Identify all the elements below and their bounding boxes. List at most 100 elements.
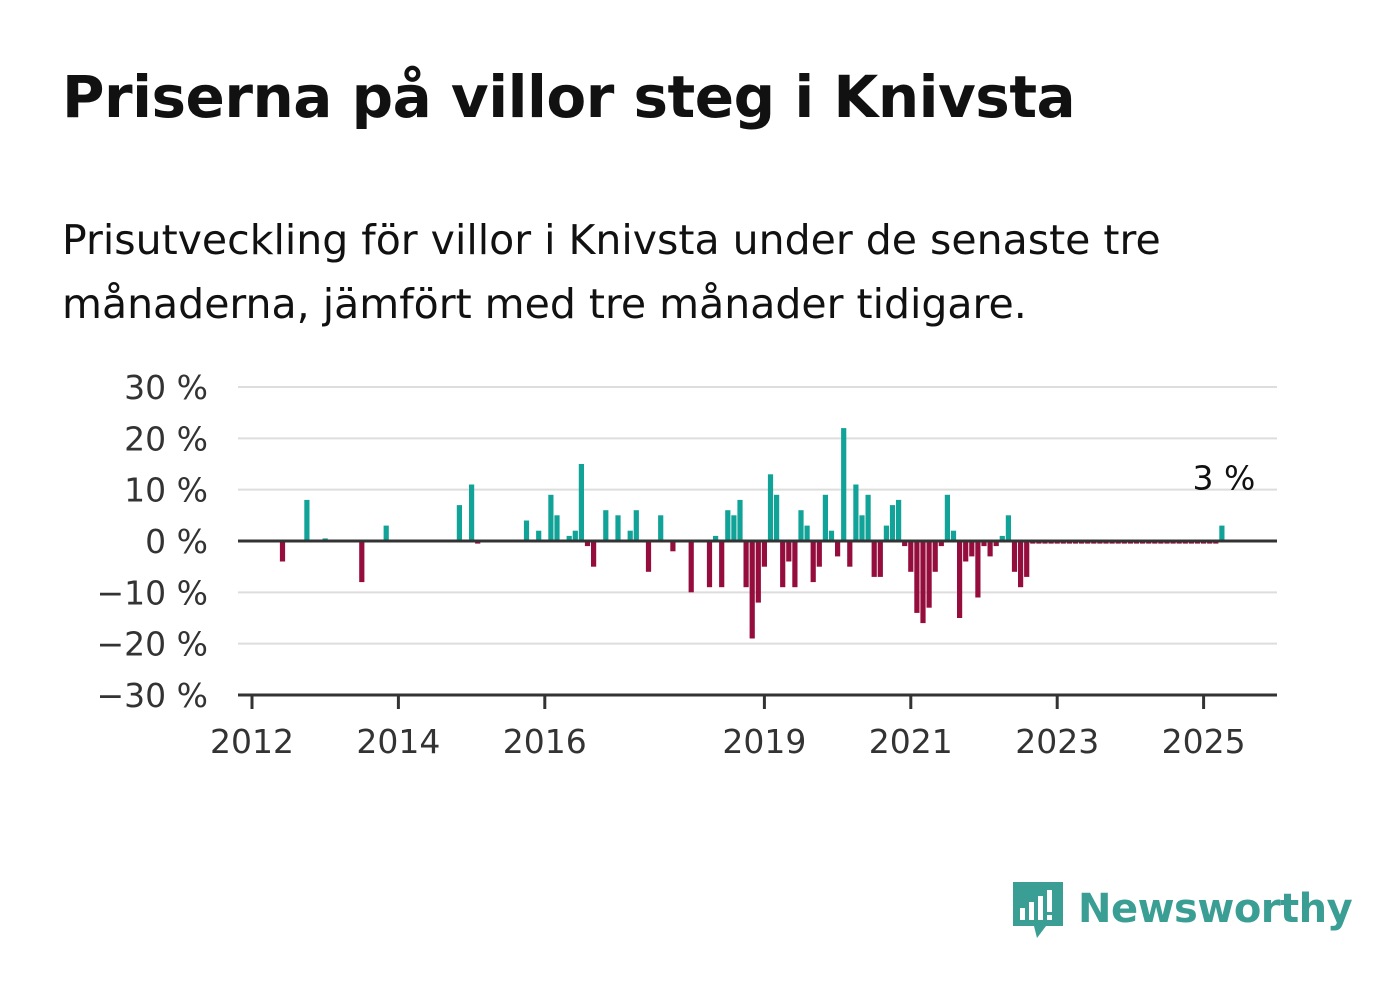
bar (804, 525, 810, 541)
bar (536, 530, 542, 541)
bar (835, 541, 841, 557)
x-tick-label: 2025 (1162, 722, 1246, 761)
newsworthy-logo-icon (1013, 882, 1063, 938)
bar (963, 541, 969, 562)
brand-name: Newsworthy (1078, 886, 1353, 932)
bar (1005, 515, 1011, 541)
bar (523, 520, 530, 541)
y-tick-label: 30 % (124, 368, 208, 407)
x-tick-label: 2021 (869, 722, 953, 761)
bar (889, 505, 896, 541)
bar (725, 510, 731, 541)
bar (798, 510, 804, 541)
bar (938, 541, 944, 547)
bar (383, 525, 389, 541)
bar (731, 515, 737, 541)
bar (993, 541, 999, 547)
bar (359, 541, 365, 583)
bar (908, 541, 914, 572)
axes (238, 539, 1277, 697)
bar (743, 541, 749, 588)
newsworthy-logo: Newsworthy (1010, 878, 1353, 940)
x-tick-label: 2023 (1015, 722, 1099, 761)
bar (859, 515, 865, 541)
bar (713, 535, 719, 541)
bar (877, 541, 883, 577)
bar (926, 541, 932, 608)
bar (749, 541, 755, 639)
bar (987, 541, 993, 557)
annotation-label: 3 % (1192, 459, 1255, 498)
bar (774, 494, 780, 541)
bar (914, 541, 920, 613)
bar (944, 494, 950, 541)
y-tick-label: 20 % (124, 419, 208, 458)
bar (755, 541, 761, 603)
annotation-layer: 3 % (1192, 459, 1255, 498)
bar (688, 541, 694, 593)
bar (658, 515, 664, 541)
bar (981, 541, 987, 547)
bar (670, 541, 676, 552)
bars (279, 428, 1225, 639)
bar (780, 541, 786, 588)
y-tick-label: −10 % (97, 573, 209, 612)
bar (841, 428, 847, 541)
y-tick-label: −20 % (97, 625, 209, 664)
bar (828, 530, 835, 541)
bar (896, 499, 902, 541)
bar (572, 530, 578, 541)
bar (950, 530, 957, 541)
bar (645, 541, 652, 572)
bar (883, 525, 889, 541)
bar (920, 541, 926, 624)
chart-subtitle: Prisutveckling för villor i Knivsta unde… (62, 216, 1161, 328)
bar-chart: 30 % 20 % 10 % 0 % −10 % −20 % −30 % 2012 2014 2… (97, 368, 1277, 761)
x-tick-label: 2014 (356, 722, 440, 761)
y-tick-label: 0 % (145, 522, 208, 561)
bar (767, 474, 774, 541)
bar (822, 494, 828, 541)
bar (584, 541, 591, 547)
chart-title: Priserna på villor steg i Knivsta (62, 63, 1076, 131)
bar (615, 515, 621, 541)
bar (871, 541, 877, 577)
grid-lines (238, 386, 1277, 645)
y-tick-label: 10 % (124, 471, 208, 510)
x-tick-label: 2012 (210, 722, 294, 761)
y-tick-label: −30 % (97, 676, 209, 715)
bar (591, 541, 597, 567)
bar (902, 541, 908, 547)
bar (737, 499, 743, 541)
bar (865, 494, 871, 541)
bar (603, 510, 609, 541)
bar (304, 499, 310, 541)
bar (578, 464, 584, 541)
bar (469, 484, 475, 541)
bar (456, 505, 462, 541)
x-axis-ticks: 2012 2014 2016 2019 2021 2023 2025 (210, 695, 1246, 761)
bar (932, 541, 938, 572)
bar (975, 541, 981, 598)
bar (810, 541, 816, 583)
bar (548, 494, 554, 541)
bar (1018, 541, 1024, 588)
bar (786, 541, 792, 562)
bar (1024, 541, 1030, 577)
bar (633, 510, 639, 541)
bar (566, 535, 572, 541)
bar (554, 515, 560, 541)
x-tick-label: 2016 (503, 722, 587, 761)
bar (969, 541, 975, 557)
bar (761, 541, 767, 567)
bar (999, 535, 1005, 541)
bar (706, 541, 713, 588)
bar (279, 541, 286, 562)
bar (719, 541, 725, 588)
bar (957, 541, 963, 618)
bar (1219, 525, 1225, 541)
bar (816, 541, 822, 567)
bar (627, 530, 633, 541)
bar (792, 541, 798, 588)
bar (1011, 541, 1018, 572)
